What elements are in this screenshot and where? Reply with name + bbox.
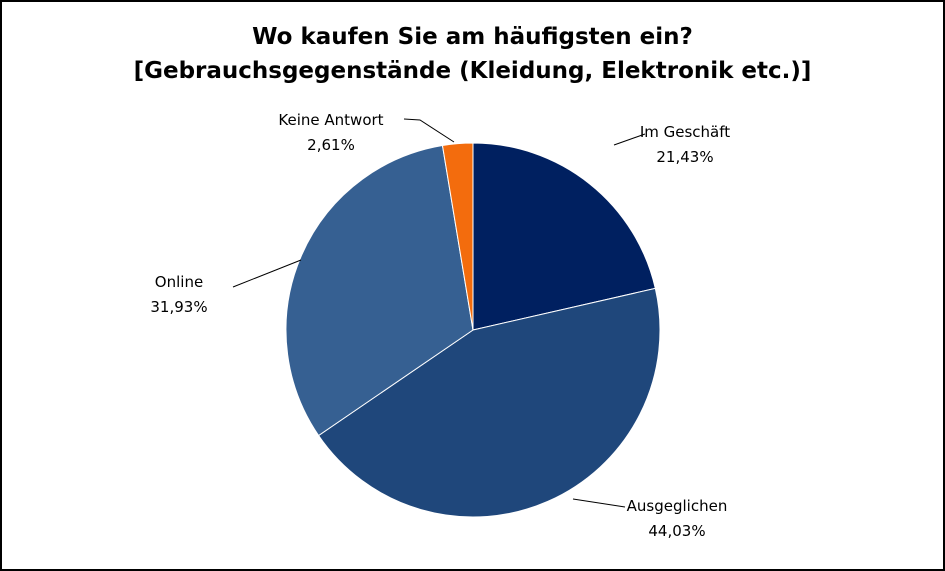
pie-slice-online xyxy=(285,144,474,437)
leader-line-ausgeglichen xyxy=(572,498,626,508)
slice-label-name-im-gesch-ft: Im Geschäft xyxy=(640,123,730,141)
pie-slice-im-gesch-ft xyxy=(472,142,656,331)
chart-title: Wo kaufen Sie am häufigsten ein? xyxy=(252,24,693,50)
leader-lines xyxy=(232,118,646,508)
chart-title-block: Wo kaufen Sie am häufigsten ein? [Gebrau… xyxy=(2,20,943,88)
leader-line-online xyxy=(232,259,302,288)
chart-subtitle: [Gebrauchsgegenstände (Kleidung, Elektro… xyxy=(133,58,812,84)
slice-label-name-online: Online xyxy=(155,273,203,291)
slice-label-name-ausgeglichen: Ausgeglichen xyxy=(627,497,728,515)
pie-slice-ausgeglichen xyxy=(317,287,661,518)
pie-slices xyxy=(285,142,661,518)
slice-label-value-ausgeglichen: 44,03% xyxy=(648,522,705,540)
pie-slice-keine-antwort xyxy=(441,142,474,331)
leader-line-keine-antwort xyxy=(403,118,455,143)
slice-label-name-keine-antwort: Keine Antwort xyxy=(278,111,383,129)
slice-label-value-im-gesch-ft: 21,43% xyxy=(656,148,713,166)
slice-label-value-keine-antwort: 2,61% xyxy=(307,136,355,154)
slice-label-value-online: 31,93% xyxy=(150,298,207,316)
slice-labels: Im Geschäft 21,43% Ausgeglichen 44,03% Onlin… xyxy=(150,111,730,540)
leader-line-im-gesch-ft xyxy=(613,133,646,146)
